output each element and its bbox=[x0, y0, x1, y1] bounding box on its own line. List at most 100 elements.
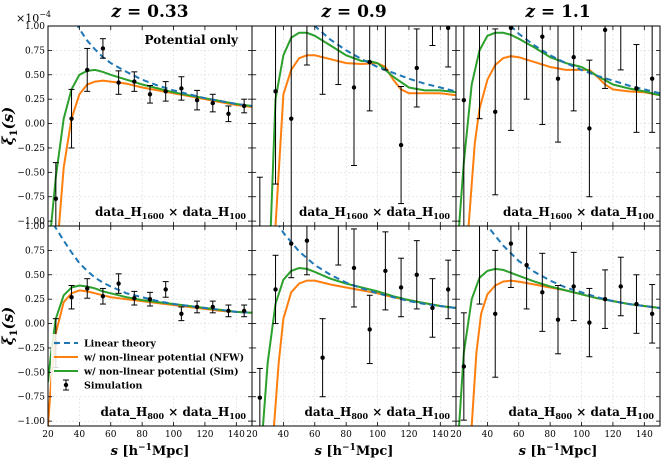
title-z: z bbox=[110, 2, 121, 22]
panel-r1-c0: −1.00 −0.75 −0.50 −0.25 0.00 0.25 0.50 0.75 1.00… bbox=[17, 222, 253, 440]
data-marker bbox=[116, 281, 121, 286]
data-point bbox=[523, 226, 530, 310]
data-marker bbox=[555, 317, 561, 322]
data-point bbox=[366, 26, 373, 112]
data-point bbox=[398, 257, 405, 318]
y-tick-label: 0.00 bbox=[25, 120, 45, 130]
data-marker bbox=[414, 272, 419, 277]
data-point bbox=[633, 274, 640, 334]
data-marker bbox=[602, 296, 608, 302]
title-value: = 1.1 bbox=[535, 2, 591, 22]
label-main-a: data_H bbox=[101, 405, 148, 420]
y-axis-label: ξ1(s) bbox=[0, 307, 20, 346]
xlabel-unit-exp: −1 bbox=[138, 443, 152, 453]
data-marker bbox=[194, 97, 200, 103]
label-sub-b: 100 bbox=[229, 411, 246, 421]
label-main-b: data_H bbox=[590, 405, 637, 420]
data-point bbox=[131, 290, 138, 306]
data-point bbox=[84, 278, 91, 299]
data-marker bbox=[194, 304, 200, 310]
sci-exp: −4 bbox=[39, 10, 51, 19]
data-marker bbox=[241, 103, 247, 109]
x-axis-label: s [h−1Mpc] bbox=[519, 443, 598, 459]
y-tick-label: 1.00 bbox=[25, 22, 45, 32]
panel-data-label: data_H800 × data_H100 bbox=[509, 405, 655, 421]
data-marker bbox=[100, 294, 106, 299]
data-marker bbox=[226, 111, 231, 117]
xlabel-unit-close: Mpc] bbox=[560, 444, 598, 459]
data-marker bbox=[493, 311, 498, 317]
data-point bbox=[570, 251, 577, 322]
data-point bbox=[555, 285, 561, 355]
data-marker bbox=[132, 295, 137, 301]
data-marker bbox=[305, 0, 309, 4]
data-point bbox=[225, 304, 232, 318]
xlabel-unit-open: [h bbox=[526, 444, 547, 459]
data-point bbox=[147, 291, 153, 307]
y-axis-label: ξ1(s) bbox=[0, 107, 20, 146]
data-point bbox=[492, 28, 499, 196]
data-point bbox=[99, 287, 106, 305]
data-point bbox=[539, 26, 546, 126]
label-times: × bbox=[572, 405, 590, 419]
data-marker bbox=[649, 76, 655, 81]
data-marker bbox=[493, 109, 498, 115]
x-tick-label: 60 bbox=[309, 430, 321, 440]
data-point bbox=[649, 26, 656, 133]
plot-area bbox=[256, 0, 456, 226]
y-tick-label: 0.50 bbox=[25, 271, 45, 281]
data-point bbox=[633, 44, 640, 133]
data-marker bbox=[602, 27, 608, 33]
plot-area bbox=[256, 226, 456, 426]
legend-box bbox=[51, 334, 249, 396]
data-marker bbox=[179, 86, 184, 91]
data-marker bbox=[289, 241, 294, 246]
legend-marker-swatch bbox=[63, 382, 69, 388]
data-point bbox=[382, 26, 389, 71]
label-times: × bbox=[164, 205, 182, 219]
data-point bbox=[84, 47, 91, 92]
data-marker bbox=[163, 287, 168, 292]
legend-label: w/ non-linear potential (Sim) bbox=[83, 367, 239, 378]
label-main-b: data_H bbox=[386, 205, 433, 220]
data-point bbox=[476, 226, 483, 305]
label-sub-b: 100 bbox=[637, 211, 654, 221]
data-marker bbox=[414, 65, 419, 71]
label-main-a: data_H bbox=[299, 205, 346, 220]
y-tick-label: 0.75 bbox=[25, 46, 45, 56]
data-marker bbox=[69, 116, 74, 121]
data-point bbox=[555, 26, 561, 143]
x-tick-label: 20 bbox=[246, 430, 258, 440]
data-marker bbox=[179, 311, 184, 317]
legend-label: Linear theory bbox=[84, 339, 156, 350]
data-marker bbox=[619, 19, 623, 23]
data-marker bbox=[508, 26, 514, 31]
x-tick-label: 20 bbox=[42, 430, 54, 440]
data-point bbox=[288, 226, 295, 279]
data-marker bbox=[540, 34, 545, 39]
data-point bbox=[586, 287, 593, 358]
data-marker bbox=[320, 355, 325, 360]
x-tick-label: 60 bbox=[105, 430, 117, 440]
data-point bbox=[241, 98, 248, 114]
y-tick-label: −1.00 bbox=[17, 217, 45, 227]
data-point bbox=[602, 26, 609, 89]
panel-data-label: data_H800 × data_H100 bbox=[101, 405, 247, 421]
panel-r0-c2: data_H1600 × data_H100 bbox=[455, 19, 661, 227]
ylabel-sub: 1 bbox=[9, 129, 20, 136]
panel-r0-c1: data_H1600 × data_H100 bbox=[251, 0, 457, 227]
x-tick-label: 140 bbox=[228, 430, 245, 440]
data-point bbox=[256, 367, 263, 426]
title-z: z bbox=[320, 2, 331, 22]
data-marker bbox=[100, 46, 106, 51]
sci-base: ×10 bbox=[16, 12, 39, 25]
data-marker bbox=[257, 395, 263, 400]
data-marker bbox=[634, 86, 639, 91]
data-point bbox=[319, 318, 326, 398]
x-tick-label: 120 bbox=[196, 430, 213, 440]
data-point bbox=[476, 26, 483, 120]
label-times: × bbox=[368, 405, 386, 419]
data-point bbox=[68, 88, 75, 149]
data-marker bbox=[398, 285, 404, 290]
